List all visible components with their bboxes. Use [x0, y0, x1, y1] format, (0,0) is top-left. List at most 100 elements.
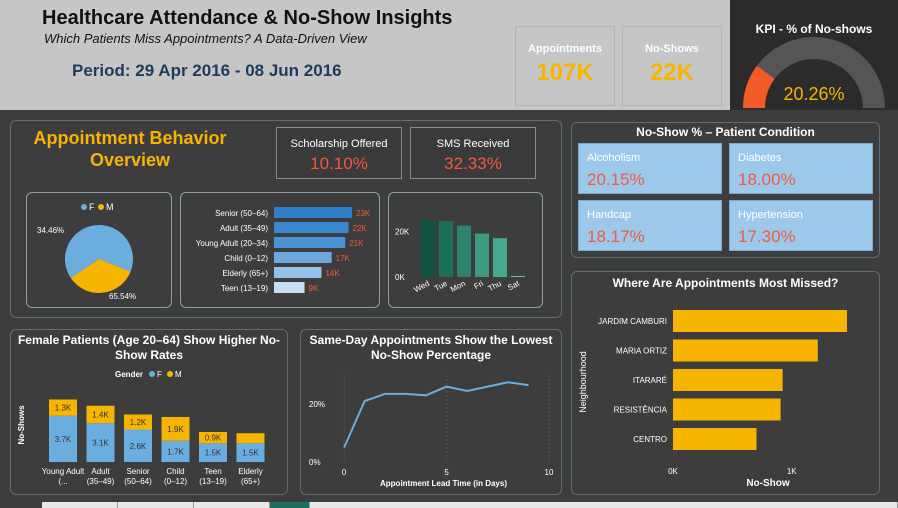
condition-label: Handcap — [587, 209, 632, 221]
gauge-chart — [743, 37, 885, 109]
legend-label-m: M — [175, 370, 182, 379]
stack-label-f: 3.7K — [55, 435, 72, 444]
stack-bar-m — [199, 432, 227, 444]
y-tick: 20% — [309, 400, 325, 409]
scholarship-value: 10.10% — [310, 154, 368, 173]
weekday-card: 20K 0K Wed Tue Mon Fri Thu Sat — [388, 192, 543, 308]
female-noshow-title: Female Patients (Age 20–64) Show Higher … — [17, 333, 281, 362]
legend-label-m: M — [106, 202, 114, 212]
female-noshow-chart: Gender F M No-Shows 3.7K 1.3K Young Adult(... 3… — [17, 370, 265, 486]
lead-time-panel — [300, 329, 562, 495]
page-tab[interactable] — [310, 502, 898, 508]
weekday-x-label: Thu — [487, 279, 503, 293]
stack-bar-m — [124, 414, 152, 430]
weekday-bar — [457, 225, 471, 277]
pie-slice-f — [64, 224, 133, 279]
weekday-chart: 20K 0K Wed Tue Mon Fri Thu Sat — [395, 219, 525, 294]
age-label: Young Adult (20–34) — [196, 239, 269, 248]
age-label: Adult (35–49) — [220, 224, 268, 233]
conditions-title: No-Show % – Patient Condition — [636, 125, 815, 139]
page-title: Healthcare Attendance & No-Show Insights — [42, 7, 453, 29]
x-label-line1: Child — [166, 467, 184, 476]
x-tick: 0 — [342, 468, 347, 477]
weekday-x-label: Tue — [433, 279, 450, 294]
x-tick: 10 — [545, 468, 554, 477]
pie-label-f: 65.54% — [109, 292, 136, 301]
condition-diabetes: Diabetes 18.00% — [729, 143, 873, 194]
kpi-appointments-value: 107K — [536, 59, 594, 86]
stack-bar-f — [86, 423, 115, 462]
weekday-x-label: Sat — [506, 278, 522, 292]
condition-value: 18.00% — [738, 170, 796, 189]
age-value-label: 22K — [353, 224, 368, 233]
condition-label: Alcoholism — [587, 152, 641, 164]
page-tab[interactable] — [42, 502, 118, 508]
x-label-line1: Adult — [91, 467, 110, 476]
period-label: Period: 29 Apr 2016 - 08 Jun 2016 — [72, 61, 342, 80]
weekday-y-tick: 20K — [395, 227, 410, 236]
page-tab[interactable] — [118, 502, 194, 508]
page-tab[interactable] — [194, 502, 270, 508]
lead-time-chart: 0 5 10 0% 20% Appointment Lead Time (in Days) — [309, 375, 554, 488]
kpi-appointments-card: Appointments 107K — [515, 26, 615, 106]
x-label-line1: Teen — [204, 467, 221, 476]
stack-bar-f — [161, 440, 190, 462]
weekday-y-tick: 0K — [395, 273, 405, 282]
condition-label: Hypertension — [738, 209, 803, 221]
neighbourhood-label: CENTRO — [633, 435, 667, 444]
legend-title: Gender — [115, 370, 143, 379]
neighbourhood-bar — [673, 310, 847, 332]
sms-label: SMS Received — [436, 138, 510, 150]
age-label: Teen (13–19) — [221, 284, 268, 293]
x-axis-label: No-Show — [746, 478, 790, 489]
x-label-line2: (65+) — [241, 477, 260, 486]
legend-label-f: F — [89, 202, 95, 212]
weekday-bar — [475, 233, 489, 277]
condition-value: 17.30% — [738, 227, 796, 246]
x-label-line2: (50–64) — [124, 477, 152, 486]
stack-label-f: 2.6K — [130, 442, 147, 451]
age-value-label: 23K — [356, 209, 371, 218]
stack-label-f: 1.7K — [167, 447, 184, 456]
kpi-noshows-card: No-Shows 22K — [622, 26, 722, 106]
weekday-x-label: Fri — [472, 279, 485, 291]
neighbourhood-label: MARIA ORTIZ — [616, 347, 667, 356]
age-bar — [274, 207, 352, 218]
x-label-line2: (35–49) — [87, 477, 115, 486]
age-value-label: 14K — [325, 269, 340, 278]
neighbourhood-bar — [673, 339, 818, 362]
scholarship-label: Scholarship Offered — [290, 138, 388, 150]
weekday-bar — [439, 221, 453, 277]
stack-label-m: 1.3K — [55, 404, 72, 413]
x-tick: 5 — [444, 468, 449, 477]
behavior-panel — [10, 120, 562, 318]
age-value-label: 9K — [309, 284, 319, 293]
stack-bar-m — [49, 399, 77, 416]
stack-label-m: 1.4K — [92, 411, 109, 420]
x-label-line2: (0–12) — [164, 477, 187, 486]
scholarship-card: Scholarship Offered 10.10% — [276, 127, 402, 179]
age-bar — [274, 237, 346, 248]
stack-bar-f — [199, 443, 227, 462]
x-label-line1: Young Adult — [42, 467, 85, 476]
age-bar — [274, 267, 322, 278]
pie-slice-m — [70, 259, 131, 293]
condition-value: 20.15% — [587, 170, 645, 189]
legend-label-f: F — [157, 370, 162, 379]
page-subtitle: Which Patients Miss Appointments? A Data… — [44, 31, 367, 46]
age-bar — [274, 252, 332, 263]
condition-value: 18.17% — [587, 227, 645, 246]
age-label: Elderly (65+) — [222, 269, 268, 278]
neighbourhood-label: ITARARÉ — [633, 376, 667, 385]
stack-bar-m — [161, 417, 190, 441]
x-tick: 0K — [668, 467, 678, 476]
x-axis-label: Appointment Lead Time (in Days) — [380, 479, 507, 488]
page-tab-active[interactable] — [270, 502, 310, 508]
y-tick: 0% — [309, 458, 321, 467]
weekday-bar — [421, 219, 435, 277]
lead-time-title: Same-Day Appointments Show the Lowest No… — [309, 333, 553, 362]
gauge-card: KPI - % of No-shows 20.26% — [730, 0, 898, 110]
gender-pie-card: F M 65.54% 34.46% — [26, 192, 172, 308]
legend-swatch-f — [81, 204, 87, 210]
weekday-bar — [493, 238, 507, 277]
